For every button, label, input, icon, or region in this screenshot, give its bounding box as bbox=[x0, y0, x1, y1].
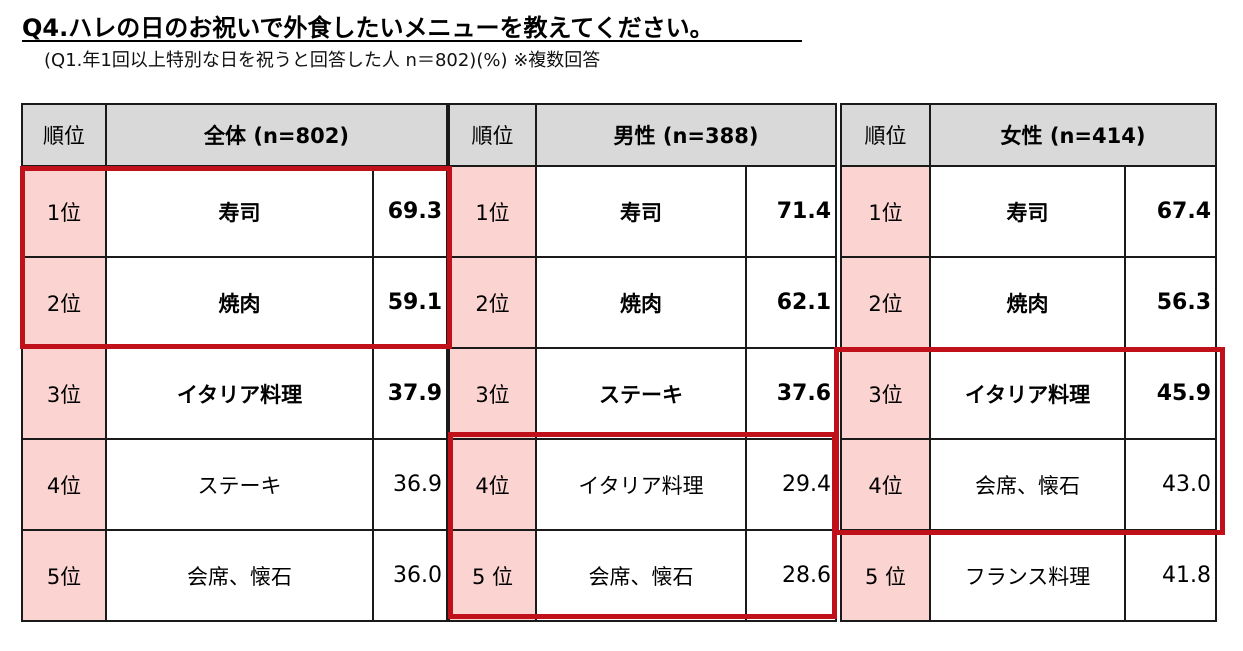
rank-cell: 1位 bbox=[21, 165, 107, 258]
value-cell: 43.0 bbox=[1124, 438, 1217, 531]
value-cell: 41.8 bbox=[1124, 529, 1217, 622]
item-cell: ステーキ bbox=[105, 438, 374, 531]
item-cell: イタリア料理 bbox=[929, 347, 1126, 440]
value-cell: 67.4 bbox=[1124, 165, 1217, 258]
item-cell: 会席、懐石 bbox=[929, 438, 1126, 531]
group-header: 女性 (n=414) bbox=[929, 103, 1217, 167]
rank-cell: 3位 bbox=[21, 347, 107, 440]
item-cell: 寿司 bbox=[105, 165, 374, 258]
rank-cell: 5 位 bbox=[840, 529, 931, 622]
value-cell: 36.9 bbox=[372, 438, 448, 531]
group-header: 男性 (n=388) bbox=[535, 103, 837, 167]
value-cell: 37.9 bbox=[372, 347, 448, 440]
rank-cell: 3位 bbox=[448, 347, 537, 440]
title-underline bbox=[22, 40, 802, 42]
value-cell: 45.9 bbox=[1124, 347, 1217, 440]
item-cell: 焼肉 bbox=[105, 256, 374, 349]
item-cell: 会席、懐石 bbox=[535, 529, 747, 622]
value-cell: 71.4 bbox=[745, 165, 837, 258]
value-cell: 56.3 bbox=[1124, 256, 1217, 349]
rank-cell: 2位 bbox=[840, 256, 931, 349]
item-cell: フランス料理 bbox=[929, 529, 1126, 622]
value-cell: 28.6 bbox=[745, 529, 837, 622]
item-cell: イタリア料理 bbox=[105, 347, 374, 440]
rank-cell: 4位 bbox=[448, 438, 537, 531]
value-cell: 59.1 bbox=[372, 256, 448, 349]
rank-cell: 4位 bbox=[21, 438, 107, 531]
rank-header: 順位 bbox=[840, 103, 931, 167]
rank-cell: 4位 bbox=[840, 438, 931, 531]
value-cell: 37.6 bbox=[745, 347, 837, 440]
item-cell: ステーキ bbox=[535, 347, 747, 440]
rank-header: 順位 bbox=[21, 103, 107, 167]
rank-header: 順位 bbox=[448, 103, 537, 167]
page-subtitle: (Q1.年1回以上特別な日を祝うと回答した人 n＝802)(%) ※複数回答 bbox=[44, 50, 601, 71]
item-cell: 寿司 bbox=[929, 165, 1126, 258]
item-cell: 寿司 bbox=[535, 165, 747, 258]
value-cell: 62.1 bbox=[745, 256, 837, 349]
item-cell: 焼肉 bbox=[535, 256, 747, 349]
value-cell: 29.4 bbox=[745, 438, 837, 531]
item-cell: イタリア料理 bbox=[535, 438, 747, 531]
rank-cell: 1位 bbox=[840, 165, 931, 258]
item-cell: 焼肉 bbox=[929, 256, 1126, 349]
rank-cell: 5位 bbox=[21, 529, 107, 622]
rank-cell: 5 位 bbox=[448, 529, 537, 622]
page-title: Q4.ハレの日のお祝いで外食したいメニューを教えてください。 bbox=[22, 14, 714, 42]
group-header: 全体 (n=802) bbox=[105, 103, 448, 167]
rank-cell: 3位 bbox=[840, 347, 931, 440]
rank-cell: 2位 bbox=[448, 256, 537, 349]
value-cell: 69.3 bbox=[372, 165, 448, 258]
rank-cell: 2位 bbox=[21, 256, 107, 349]
item-cell: 会席、懐石 bbox=[105, 529, 374, 622]
rank-cell: 1位 bbox=[448, 165, 537, 258]
value-cell: 36.0 bbox=[372, 529, 448, 622]
